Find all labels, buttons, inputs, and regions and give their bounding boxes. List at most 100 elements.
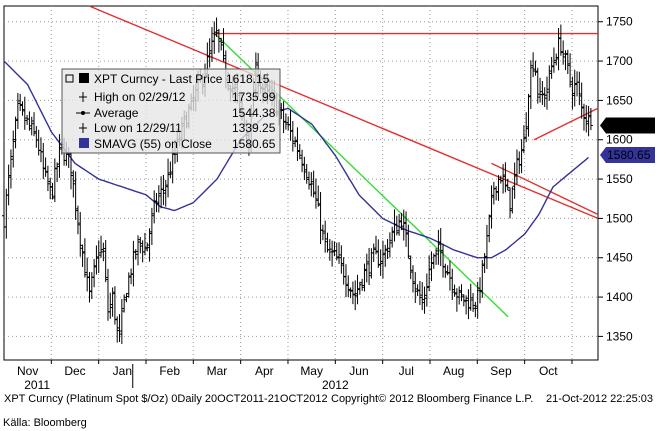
price-bar (424, 273, 429, 307)
price-bar (71, 170, 76, 198)
price-bar (353, 280, 358, 311)
price-bar (50, 182, 55, 200)
price-bar (142, 232, 147, 256)
legend-price-swatch-icon (79, 73, 89, 83)
price-bar (112, 286, 117, 325)
price-bar (48, 177, 53, 200)
price-bar (212, 21, 217, 54)
price-bar (304, 164, 309, 184)
price-bar (417, 280, 422, 306)
price-bar (281, 101, 286, 134)
price-bar (459, 284, 464, 302)
price-bar (55, 162, 60, 183)
price-bar (207, 38, 212, 68)
y-tick-label: 1350 (606, 329, 633, 343)
price-bar (482, 253, 487, 274)
price-bar (75, 205, 80, 235)
price-bars-layer (2, 17, 593, 344)
price-bar (69, 151, 74, 190)
price-bar (489, 185, 494, 229)
x-month-label: Jan (113, 364, 132, 378)
price-bar (404, 211, 409, 247)
price-bar (510, 186, 515, 214)
price-bar (355, 274, 360, 305)
price-bar (36, 129, 41, 156)
price-bar (168, 161, 173, 179)
y-tick-label: 1750 (606, 15, 633, 29)
price-bar (34, 126, 39, 148)
x-month-label: Apr (255, 364, 274, 378)
price-bar (131, 240, 136, 287)
price-bar (473, 301, 478, 318)
price-bar (362, 263, 367, 292)
sma-line (3, 60, 589, 259)
price-bar (452, 284, 457, 297)
legend-title-row: XPT Curncy - Last Price 1618.15 (65, 72, 270, 86)
price-bar (11, 130, 16, 168)
price-bar (364, 253, 369, 283)
price-bar (436, 229, 441, 265)
price-bar (82, 238, 87, 278)
legend-row-value: 1580.65 (232, 137, 276, 151)
price-bar (332, 241, 337, 257)
price-bar (4, 188, 9, 239)
price-bar (390, 226, 395, 248)
plot-frame (3, 5, 599, 361)
price-bar (505, 178, 510, 191)
price-bar (309, 172, 314, 197)
price-bar (475, 281, 480, 319)
price-bar (399, 213, 404, 231)
footer-right: 21-Oct-2012 22:25:03 (546, 393, 653, 405)
price-bar (108, 292, 113, 319)
price-bar (323, 220, 328, 253)
price-bar (464, 295, 469, 315)
price-bar (339, 245, 344, 274)
price-bar (549, 56, 554, 79)
price-bar (214, 17, 219, 37)
price-bar (80, 244, 85, 267)
price-bar (450, 268, 455, 300)
price-bar (154, 192, 159, 213)
price-bar (152, 190, 157, 224)
price-bar (544, 76, 549, 110)
price-bar (538, 77, 543, 103)
price-bar (293, 136, 298, 148)
trendline-3 (533, 107, 599, 141)
price-bar (94, 245, 99, 275)
price-bar (290, 121, 295, 152)
sma-layer (3, 60, 589, 259)
price-bar (22, 96, 27, 130)
legend-row-average: Average 1544.38 (76, 106, 276, 120)
low-marker-icon (79, 123, 87, 133)
sma-swatch-icon (79, 138, 89, 148)
price-bar (101, 242, 106, 262)
price-bar (283, 113, 288, 130)
price-bar (512, 162, 517, 199)
last-price-tag-shape (600, 117, 655, 134)
price-bar (330, 240, 335, 267)
x-month-label: Nov (17, 364, 38, 378)
price-bar (540, 80, 545, 105)
price-bar (401, 209, 406, 241)
legend-row-low: Low on 12/29/11 1339.25 (79, 121, 276, 135)
price-bar (133, 249, 138, 260)
price-bar (397, 213, 402, 236)
legend-row-label: Average (94, 106, 139, 120)
x-month-label: Jul (399, 364, 414, 378)
price-bar (480, 259, 485, 298)
price-bar (85, 257, 90, 292)
price-bar (535, 67, 540, 104)
price-bar (503, 162, 508, 193)
price-bar (103, 240, 108, 283)
legend-row-high: High on 02/29/12 1735.99 (79, 90, 276, 104)
price-bar (584, 105, 589, 133)
price-bar (547, 65, 552, 101)
price-bar (129, 268, 134, 285)
price-bar (348, 287, 353, 299)
price-bar (163, 179, 168, 207)
price-bar (517, 151, 522, 175)
price-bar (124, 293, 129, 303)
price-bar (471, 293, 476, 312)
x-month-label: Sep (490, 364, 512, 378)
price-bar (565, 49, 570, 74)
